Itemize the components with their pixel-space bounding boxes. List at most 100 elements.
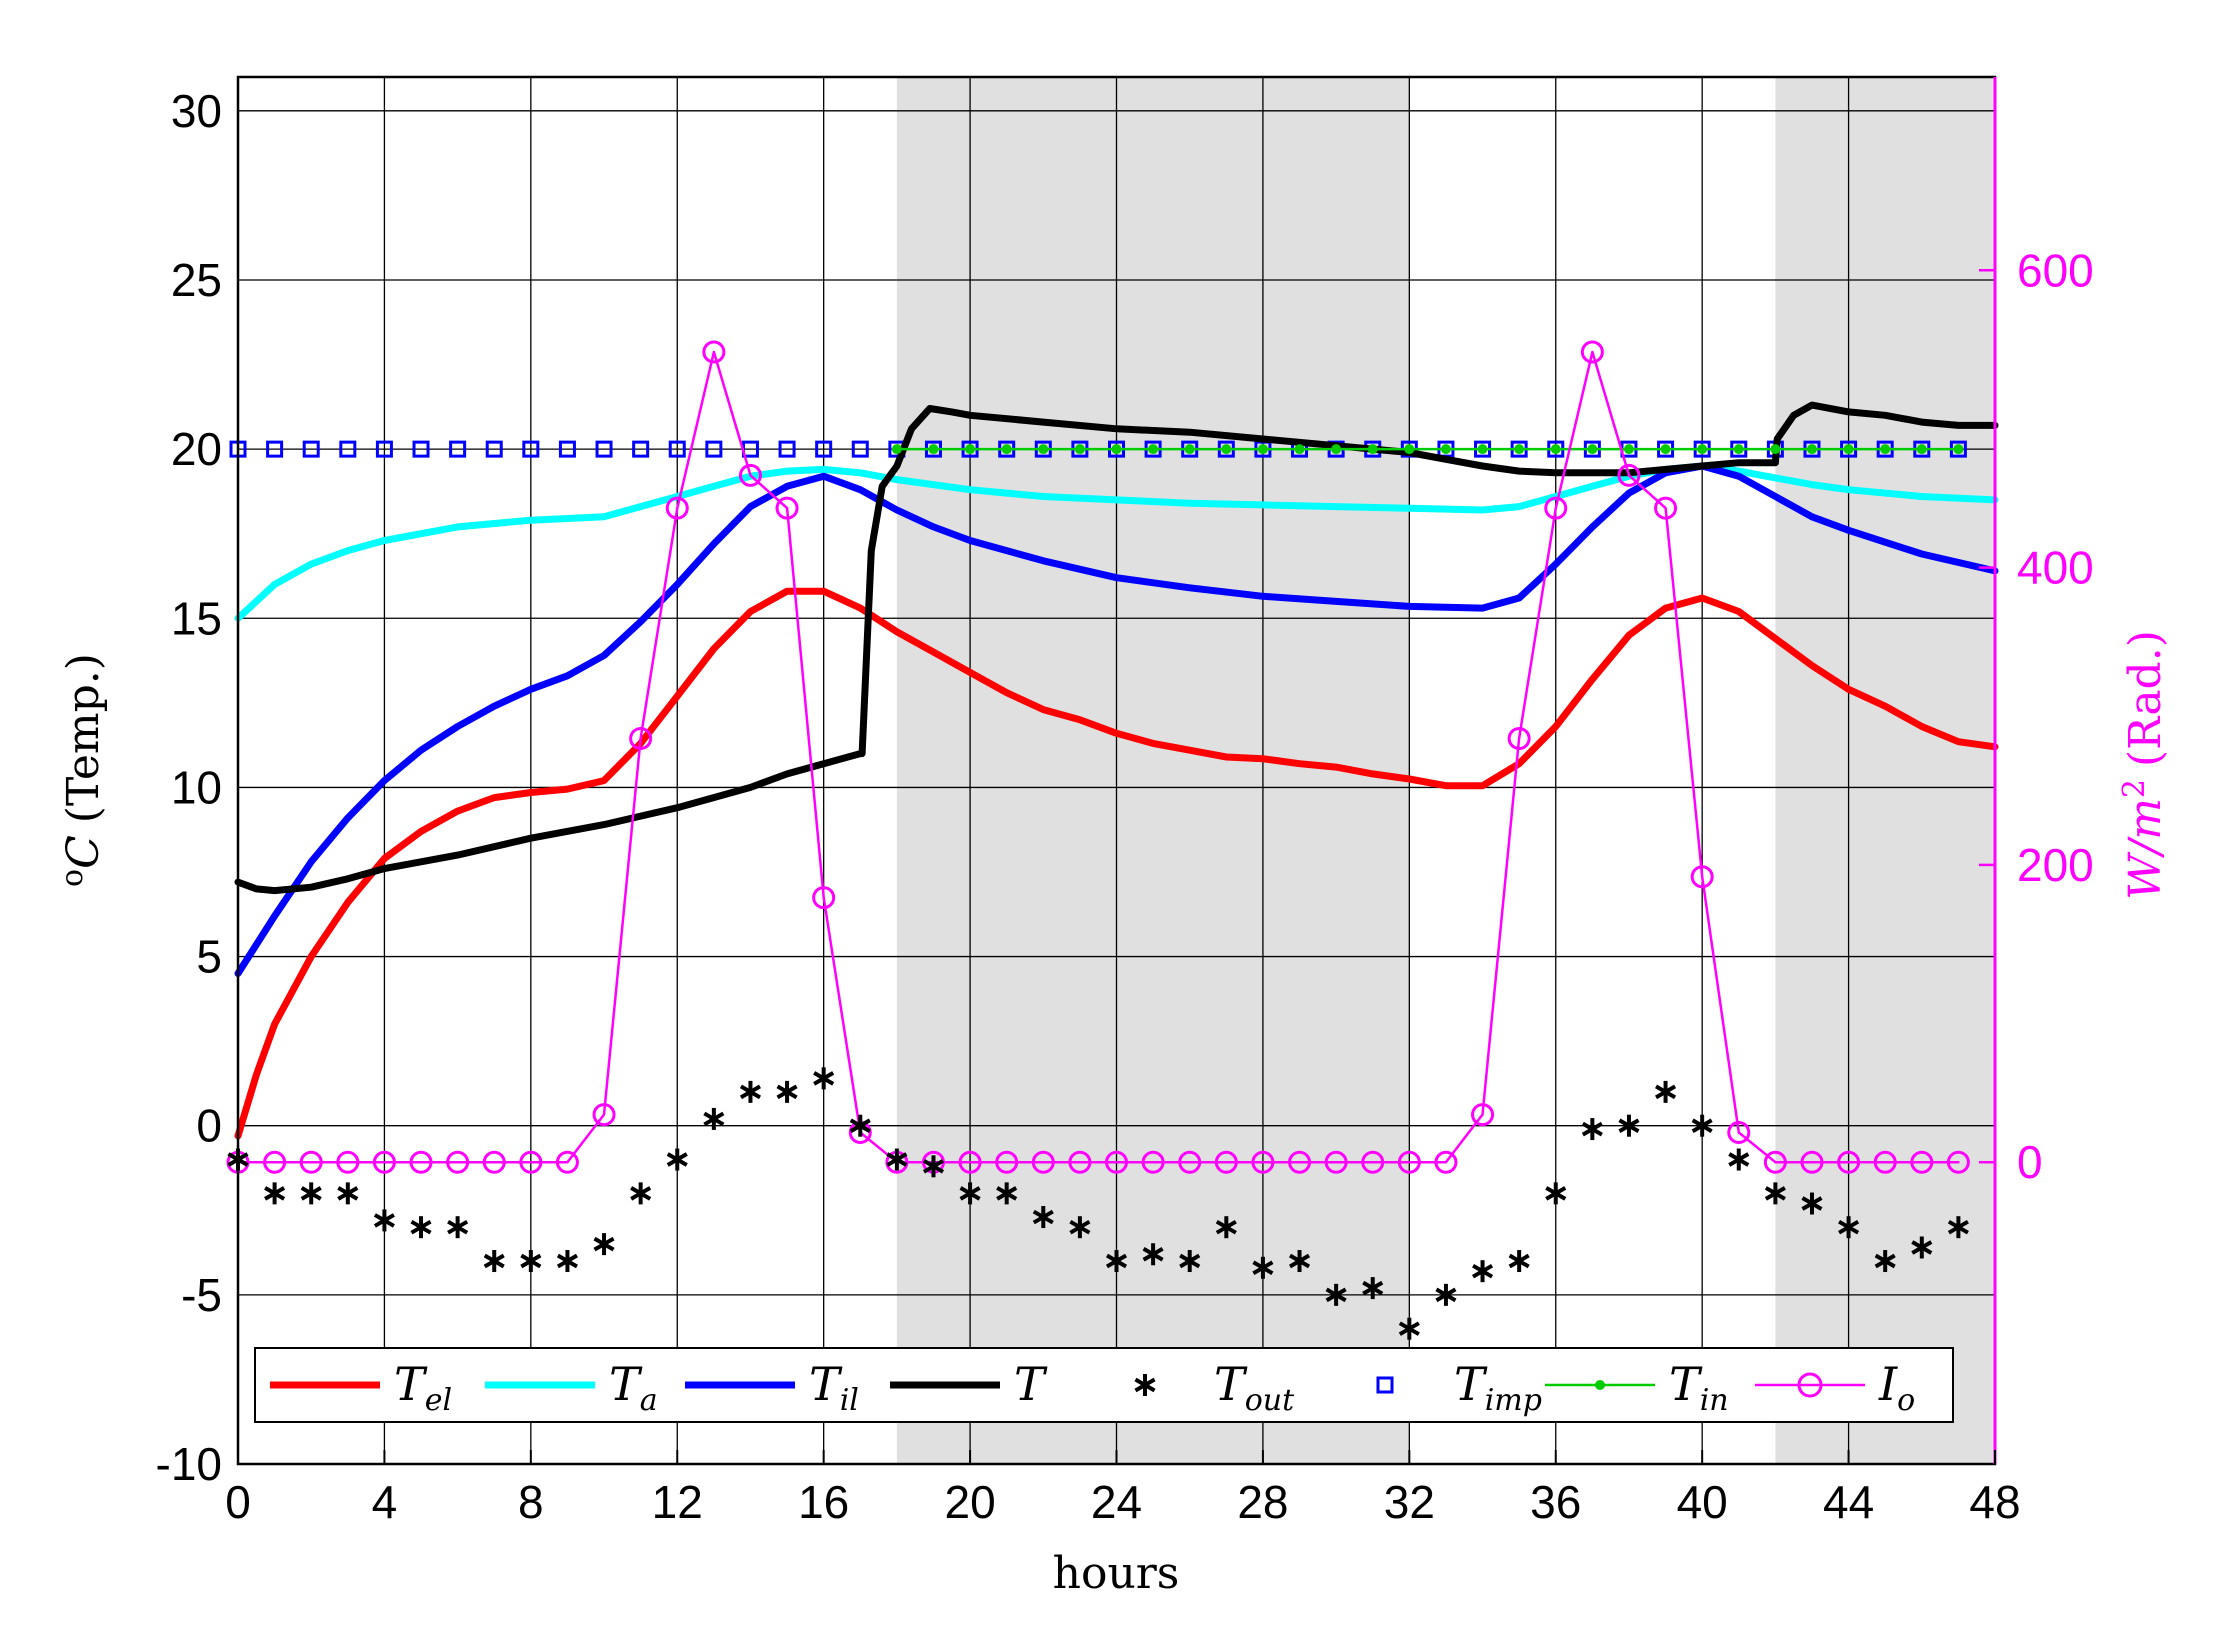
point-I_o <box>1214 1150 1238 1174</box>
point-T_out <box>959 1182 981 1205</box>
point-I_o <box>1361 1150 1385 1174</box>
legend-label-T: T <box>1014 1357 1048 1411</box>
series-line-T_el <box>234 587 1999 1140</box>
legend-entry-T_a: Ta <box>485 1357 658 1418</box>
point-T_out-stroke <box>1032 1209 1054 1225</box>
point-T_out-stroke <box>703 1111 725 1127</box>
point-I_o <box>1507 727 1531 751</box>
point-T_out-stroke <box>1618 1118 1640 1133</box>
point-T_out-stroke <box>666 1152 688 1167</box>
point-I_o <box>665 496 689 520</box>
point-T_out <box>1874 1250 1896 1273</box>
x-axis-label: hours <box>1053 1548 1180 1599</box>
point-I_o <box>1288 1150 1312 1174</box>
point-T_out-stroke <box>1069 1219 1091 1235</box>
legend-marker-I_o <box>1797 1372 1823 1398</box>
point-T_out-stroke <box>483 1253 505 1269</box>
point-T_out <box>556 1250 578 1273</box>
point-T_out <box>703 1107 725 1130</box>
point-T_out-stroke <box>1581 1121 1603 1137</box>
point-I_o <box>1397 1150 1421 1174</box>
series-line-I_o <box>236 350 1960 1164</box>
y-right-tick-label: 0 <box>2017 1136 2043 1188</box>
legend-label-T_il: Til <box>809 1357 859 1418</box>
left-axis-label: oC(Temp.) <box>55 653 109 887</box>
point-I_o <box>1105 1150 1128 1174</box>
point-T_in <box>1660 444 1671 455</box>
point-T_out-stroke <box>886 1152 908 1167</box>
point-T_out <box>1179 1250 1201 1273</box>
point-T_out <box>1069 1216 1091 1239</box>
point-T_out <box>1325 1283 1347 1306</box>
point-T_in <box>1111 444 1122 455</box>
point-I_o <box>958 1150 982 1174</box>
x-tick-label: 12 <box>652 1476 703 1528</box>
point-T_out <box>1032 1206 1054 1229</box>
point-T_out-stroke <box>1545 1186 1567 1201</box>
point-T_out <box>337 1182 359 1205</box>
point-T_out <box>1728 1148 1750 1171</box>
legend-entry-T_el: Tel <box>270 1357 452 1418</box>
y-left-tick-label: 0 <box>196 1100 222 1152</box>
point-T_out-stroke <box>1838 1219 1860 1235</box>
point-I_o <box>995 1150 1019 1174</box>
legend-marker-T_imp <box>1376 1376 1394 1394</box>
point-I_o <box>1141 1150 1165 1174</box>
x-tick-label: 20 <box>944 1476 995 1528</box>
point-T_in <box>1843 444 1854 455</box>
point-T_in <box>1770 444 1781 455</box>
point-T_in <box>1294 444 1305 455</box>
point-T_out-stroke <box>1325 1287 1347 1303</box>
point-T_out <box>373 1209 395 1232</box>
point-T_imp <box>412 440 430 458</box>
point-T_out <box>996 1182 1018 1205</box>
point-I_o <box>372 1150 396 1174</box>
point-T_out-stroke <box>593 1236 615 1252</box>
legend: Tel Ta Til T Tout Timp Tin Io <box>254 1347 1954 1423</box>
y-right-tick-label: 200 <box>2017 839 2094 891</box>
point-I_o <box>482 1150 506 1174</box>
point-T_out <box>1581 1118 1603 1141</box>
point-T_out <box>1618 1114 1640 1137</box>
point-T_out <box>886 1148 908 1171</box>
point-T_imp <box>449 440 467 458</box>
legend-label-T_imp: Timp <box>1454 1357 1542 1418</box>
point-T_out-stroke <box>410 1219 432 1235</box>
point-T_in <box>891 444 902 455</box>
point-T_out <box>1508 1250 1530 1273</box>
point-T_in <box>1733 444 1744 455</box>
point-I_o <box>555 1150 579 1174</box>
point-T_in <box>1550 444 1561 455</box>
x-tick-label: 24 <box>1091 1476 1142 1528</box>
tick-labels: 0 4 8 12 16 20 24 28 32 36 40 44 48-10-5051015202530… <box>156 85 2094 1528</box>
point-I_o <box>1654 496 1678 520</box>
point-T_out <box>1691 1114 1713 1137</box>
point-T_out-stroke <box>556 1253 578 1269</box>
legend-label-T_out: Tout <box>1214 1357 1295 1418</box>
point-T_out-stroke <box>1728 1152 1750 1167</box>
point-T_out <box>630 1182 652 1205</box>
point-I_o <box>1324 1150 1348 1174</box>
y-right-tick-label: 400 <box>2017 542 2094 594</box>
point-T_out <box>483 1250 505 1273</box>
point-T_out <box>666 1148 688 1171</box>
series-T_el <box>234 587 1999 1140</box>
point-T_out-stroke <box>300 1186 322 1201</box>
point-I_o <box>1763 1150 1787 1174</box>
point-I_o <box>299 1150 323 1174</box>
point-T_imp <box>266 440 284 458</box>
point-I_o <box>702 340 726 364</box>
point-T_out <box>1947 1216 1969 1239</box>
x-tick-label: 4 <box>372 1476 398 1528</box>
point-T_out-stroke <box>1801 1196 1823 1211</box>
point-I_o <box>1544 496 1568 520</box>
point-T_in <box>1880 444 1891 455</box>
point-I_o <box>1727 1120 1751 1144</box>
legend-marker-T_out <box>1134 1374 1156 1396</box>
point-T_in <box>1514 444 1525 455</box>
point-T_out <box>1472 1260 1494 1283</box>
point-T_out-stroke <box>1508 1253 1530 1269</box>
point-T_out-stroke <box>520 1253 542 1269</box>
point-T_imp <box>668 440 686 458</box>
